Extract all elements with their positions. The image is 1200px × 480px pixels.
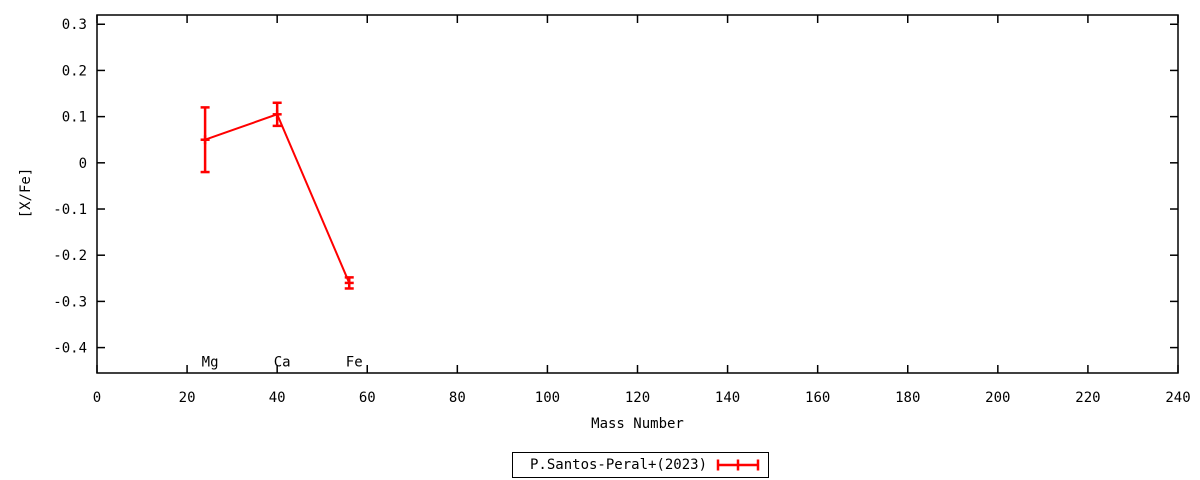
x-tick-label: 100 bbox=[535, 390, 560, 406]
y-tick-label: 0.1 bbox=[62, 110, 87, 126]
y-tick-label: 0.3 bbox=[62, 17, 87, 33]
y-tick-label: 0 bbox=[79, 156, 87, 172]
y-tick-label: 0.2 bbox=[62, 63, 87, 79]
element-label: Ca bbox=[274, 354, 291, 370]
y-tick-label: -0.2 bbox=[53, 248, 87, 264]
x-tick-label: 180 bbox=[895, 390, 920, 406]
x-tick-label: 60 bbox=[359, 390, 376, 406]
x-tick-label: 220 bbox=[1075, 390, 1100, 406]
x-tick-label: 200 bbox=[985, 390, 1010, 406]
x-tick-label: 80 bbox=[449, 390, 466, 406]
legend-box: P.Santos-Peral+(2023) bbox=[512, 452, 770, 478]
x-tick-label: 160 bbox=[805, 390, 830, 406]
legend-label: P.Santos-Peral+(2023) bbox=[530, 457, 708, 473]
data-line bbox=[204, 113, 351, 284]
x-tick-label: 240 bbox=[1165, 390, 1190, 406]
plot-border bbox=[96, 14, 1179, 374]
y-axis-title: [X/Fe] bbox=[18, 168, 34, 219]
x-tick-label: 120 bbox=[625, 390, 650, 406]
x-tick-label: 20 bbox=[179, 390, 196, 406]
y-tick-label: -0.4 bbox=[53, 341, 87, 357]
x-axis-title: Mass Number bbox=[591, 416, 684, 432]
x-tick-label: 140 bbox=[715, 390, 740, 406]
x-tick-label: 0 bbox=[93, 390, 101, 406]
y-tick-label: -0.1 bbox=[53, 202, 87, 218]
legend-sample-icon bbox=[716, 459, 760, 471]
x-tick-label: 40 bbox=[269, 390, 286, 406]
element-label: Mg bbox=[202, 354, 219, 370]
y-tick-label: -0.3 bbox=[53, 294, 87, 310]
element-label: Fe bbox=[346, 354, 363, 370]
